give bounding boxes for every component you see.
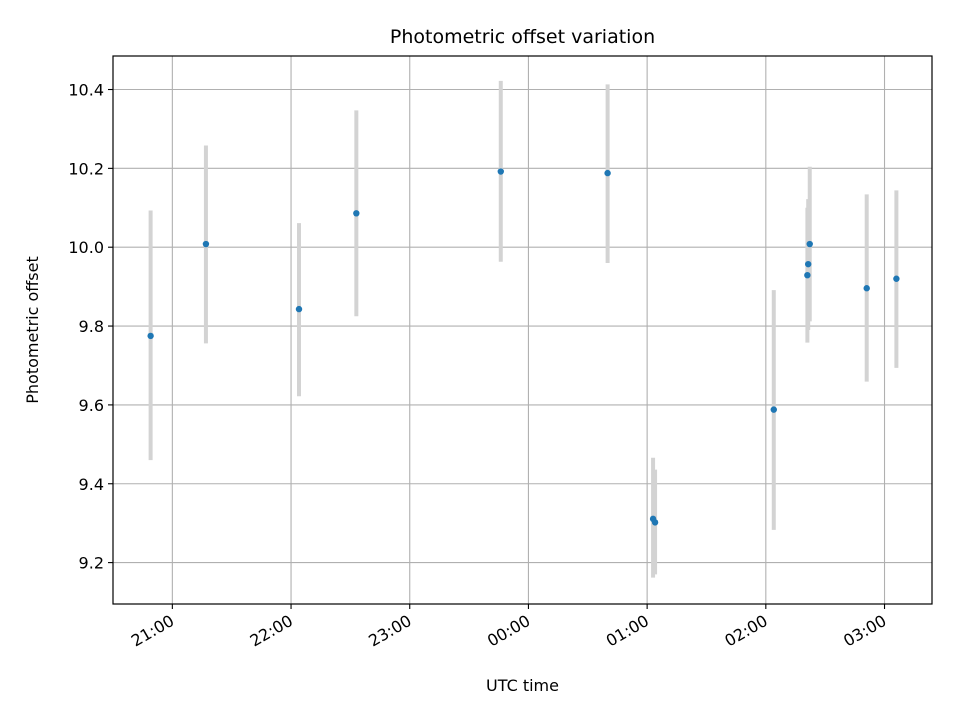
x-axis-label: UTC time [486,676,559,695]
data-point-12 [863,285,870,292]
y-tick-label-0: 9.2 [79,554,104,573]
data-point-5 [604,169,611,177]
data-point-9 [804,272,811,279]
y-tick-label-6: 10.4 [68,81,104,100]
y-tick-label-1: 9.4 [79,475,104,494]
data-point-7 [651,519,659,526]
data-point-11 [806,240,813,248]
data-points [147,168,900,526]
data-point-2 [295,305,303,313]
data-point-13 [893,275,900,282]
data-point-3 [353,210,360,217]
grid-lines [113,56,932,604]
plot-frame [112,55,933,605]
data-point-4 [497,168,504,175]
y-tick-label-4: 10.0 [68,238,104,257]
y-axis-label: Photometric offset [23,256,42,404]
y-tick-label-5: 10.2 [68,159,104,178]
y-tick-label-3: 9.8 [79,317,104,336]
data-point-10 [805,260,812,268]
data-point-1 [202,240,210,248]
y-tick-label-2: 9.6 [79,396,104,415]
data-point-0 [147,332,154,340]
data-point-8 [770,406,777,413]
chart-title: Photometric offset variation [390,26,655,48]
